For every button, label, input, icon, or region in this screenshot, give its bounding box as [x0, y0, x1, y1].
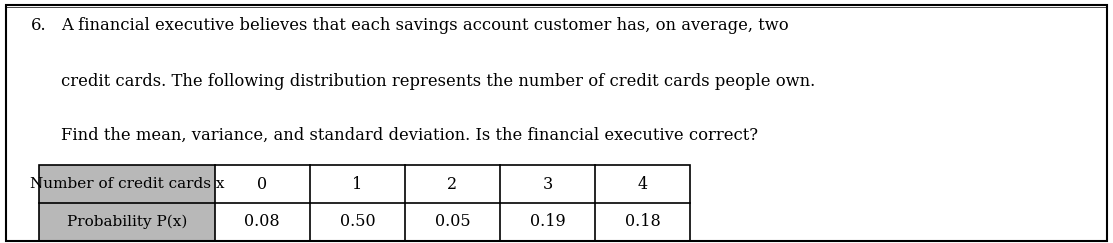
Text: 0.50: 0.50: [339, 213, 375, 230]
Text: A financial executive believes that each savings account customer has, on averag: A financial executive believes that each…: [61, 17, 789, 34]
Text: 0.19: 0.19: [530, 213, 565, 230]
Text: 0.18: 0.18: [624, 213, 660, 230]
Text: 6.: 6.: [31, 17, 47, 34]
Text: Number of credit cards x: Number of credit cards x: [30, 177, 224, 191]
Text: 0: 0: [257, 176, 267, 192]
Text: Find the mean, variance, and standard deviation. Is the financial executive corr: Find the mean, variance, and standard de…: [61, 126, 758, 143]
Text: 3: 3: [542, 176, 552, 192]
Text: 4: 4: [638, 176, 648, 192]
Text: 0.08: 0.08: [245, 213, 280, 230]
Text: 0.05: 0.05: [434, 213, 470, 230]
Text: Probability P(x): Probability P(x): [67, 215, 187, 229]
Text: credit cards. The following distribution represents the number of credit cards p: credit cards. The following distribution…: [61, 73, 816, 90]
Text: 1: 1: [352, 176, 363, 192]
Text: 2: 2: [447, 176, 457, 192]
